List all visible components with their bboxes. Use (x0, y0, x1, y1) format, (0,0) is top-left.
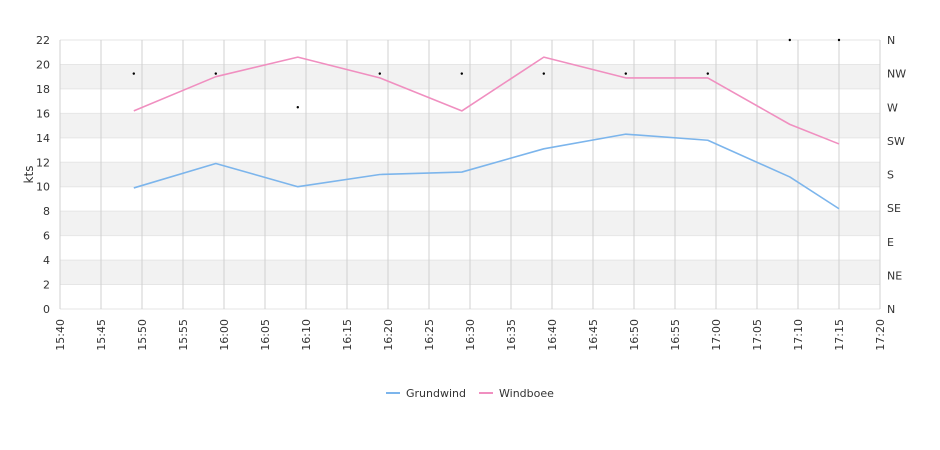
y-tick-label: 2 (43, 279, 50, 292)
x-tick-label: 17:00 (710, 319, 723, 351)
y2-tick-label: NE (887, 269, 902, 282)
y2-tick-label: S (887, 169, 894, 182)
legend-item-windboee: Windboee (499, 387, 554, 400)
x-tick-label: 16:15 (341, 319, 354, 351)
y2-tick-label: SE (887, 202, 901, 215)
direction-marker (132, 72, 135, 75)
y-tick-label: 12 (36, 156, 50, 169)
y2-tick-label: E (887, 236, 894, 249)
y-tick-label: 4 (43, 254, 50, 267)
y2-tick-label: N (887, 34, 895, 47)
direction-marker (296, 106, 299, 109)
x-tick-label: 16:30 (464, 319, 477, 351)
x-tick-label: 17:05 (751, 319, 764, 351)
y-tick-label: 14 (36, 132, 50, 145)
x-tick-label: 15:40 (54, 319, 67, 351)
x-tick-label: 16:55 (669, 319, 682, 351)
y-tick-label: 6 (43, 230, 50, 243)
direction-marker (706, 72, 709, 75)
x-tick-label: 16:50 (628, 319, 641, 351)
x-tick-label: 15:55 (177, 319, 190, 351)
direction-marker (788, 38, 791, 42)
x-tick-label: 16:40 (546, 319, 559, 351)
series-line-windboee (133, 56, 840, 145)
y2-tick-label: SW (887, 135, 905, 148)
direction-marker (624, 72, 627, 75)
x-tick-label: 16:35 (505, 319, 518, 351)
x-tick-label: 16:00 (218, 319, 231, 351)
x-tick-label: 16:45 (587, 319, 600, 351)
y-tick-label: 8 (43, 205, 50, 218)
direction-marker (542, 72, 545, 75)
y-tick-label: 22 (36, 34, 50, 47)
y-tick-label: 10 (36, 181, 50, 194)
x-tick-label: 16:20 (382, 319, 395, 351)
legend-item-grundwind: Grundwind (406, 387, 466, 400)
y2-tick-label: N (887, 303, 895, 316)
x-tick-label: 15:50 (136, 319, 149, 351)
series-line-grundwind (133, 133, 840, 210)
x-tick-label: 16:10 (300, 319, 313, 351)
x-tick-label: 17:10 (792, 319, 805, 351)
x-tick-label: 17:15 (833, 319, 846, 351)
direction-marker (378, 72, 381, 75)
y-tick-label: 0 (43, 303, 50, 316)
x-tick-label: 17:20 (874, 319, 887, 351)
y-tick-label: 20 (36, 58, 50, 71)
y2-tick-label: NW (887, 68, 906, 81)
y2-tick-label: W (887, 101, 898, 114)
direction-marker (837, 38, 841, 42)
direction-marker (460, 72, 463, 75)
x-tick-label: 16:25 (423, 319, 436, 351)
direction-marker (214, 72, 217, 75)
y-axis-label: kts (22, 166, 36, 184)
y-tick-label: 18 (36, 83, 50, 96)
x-tick-label: 15:45 (95, 319, 108, 351)
y-tick-label: 16 (36, 107, 50, 120)
x-tick-label: 16:05 (259, 319, 272, 351)
